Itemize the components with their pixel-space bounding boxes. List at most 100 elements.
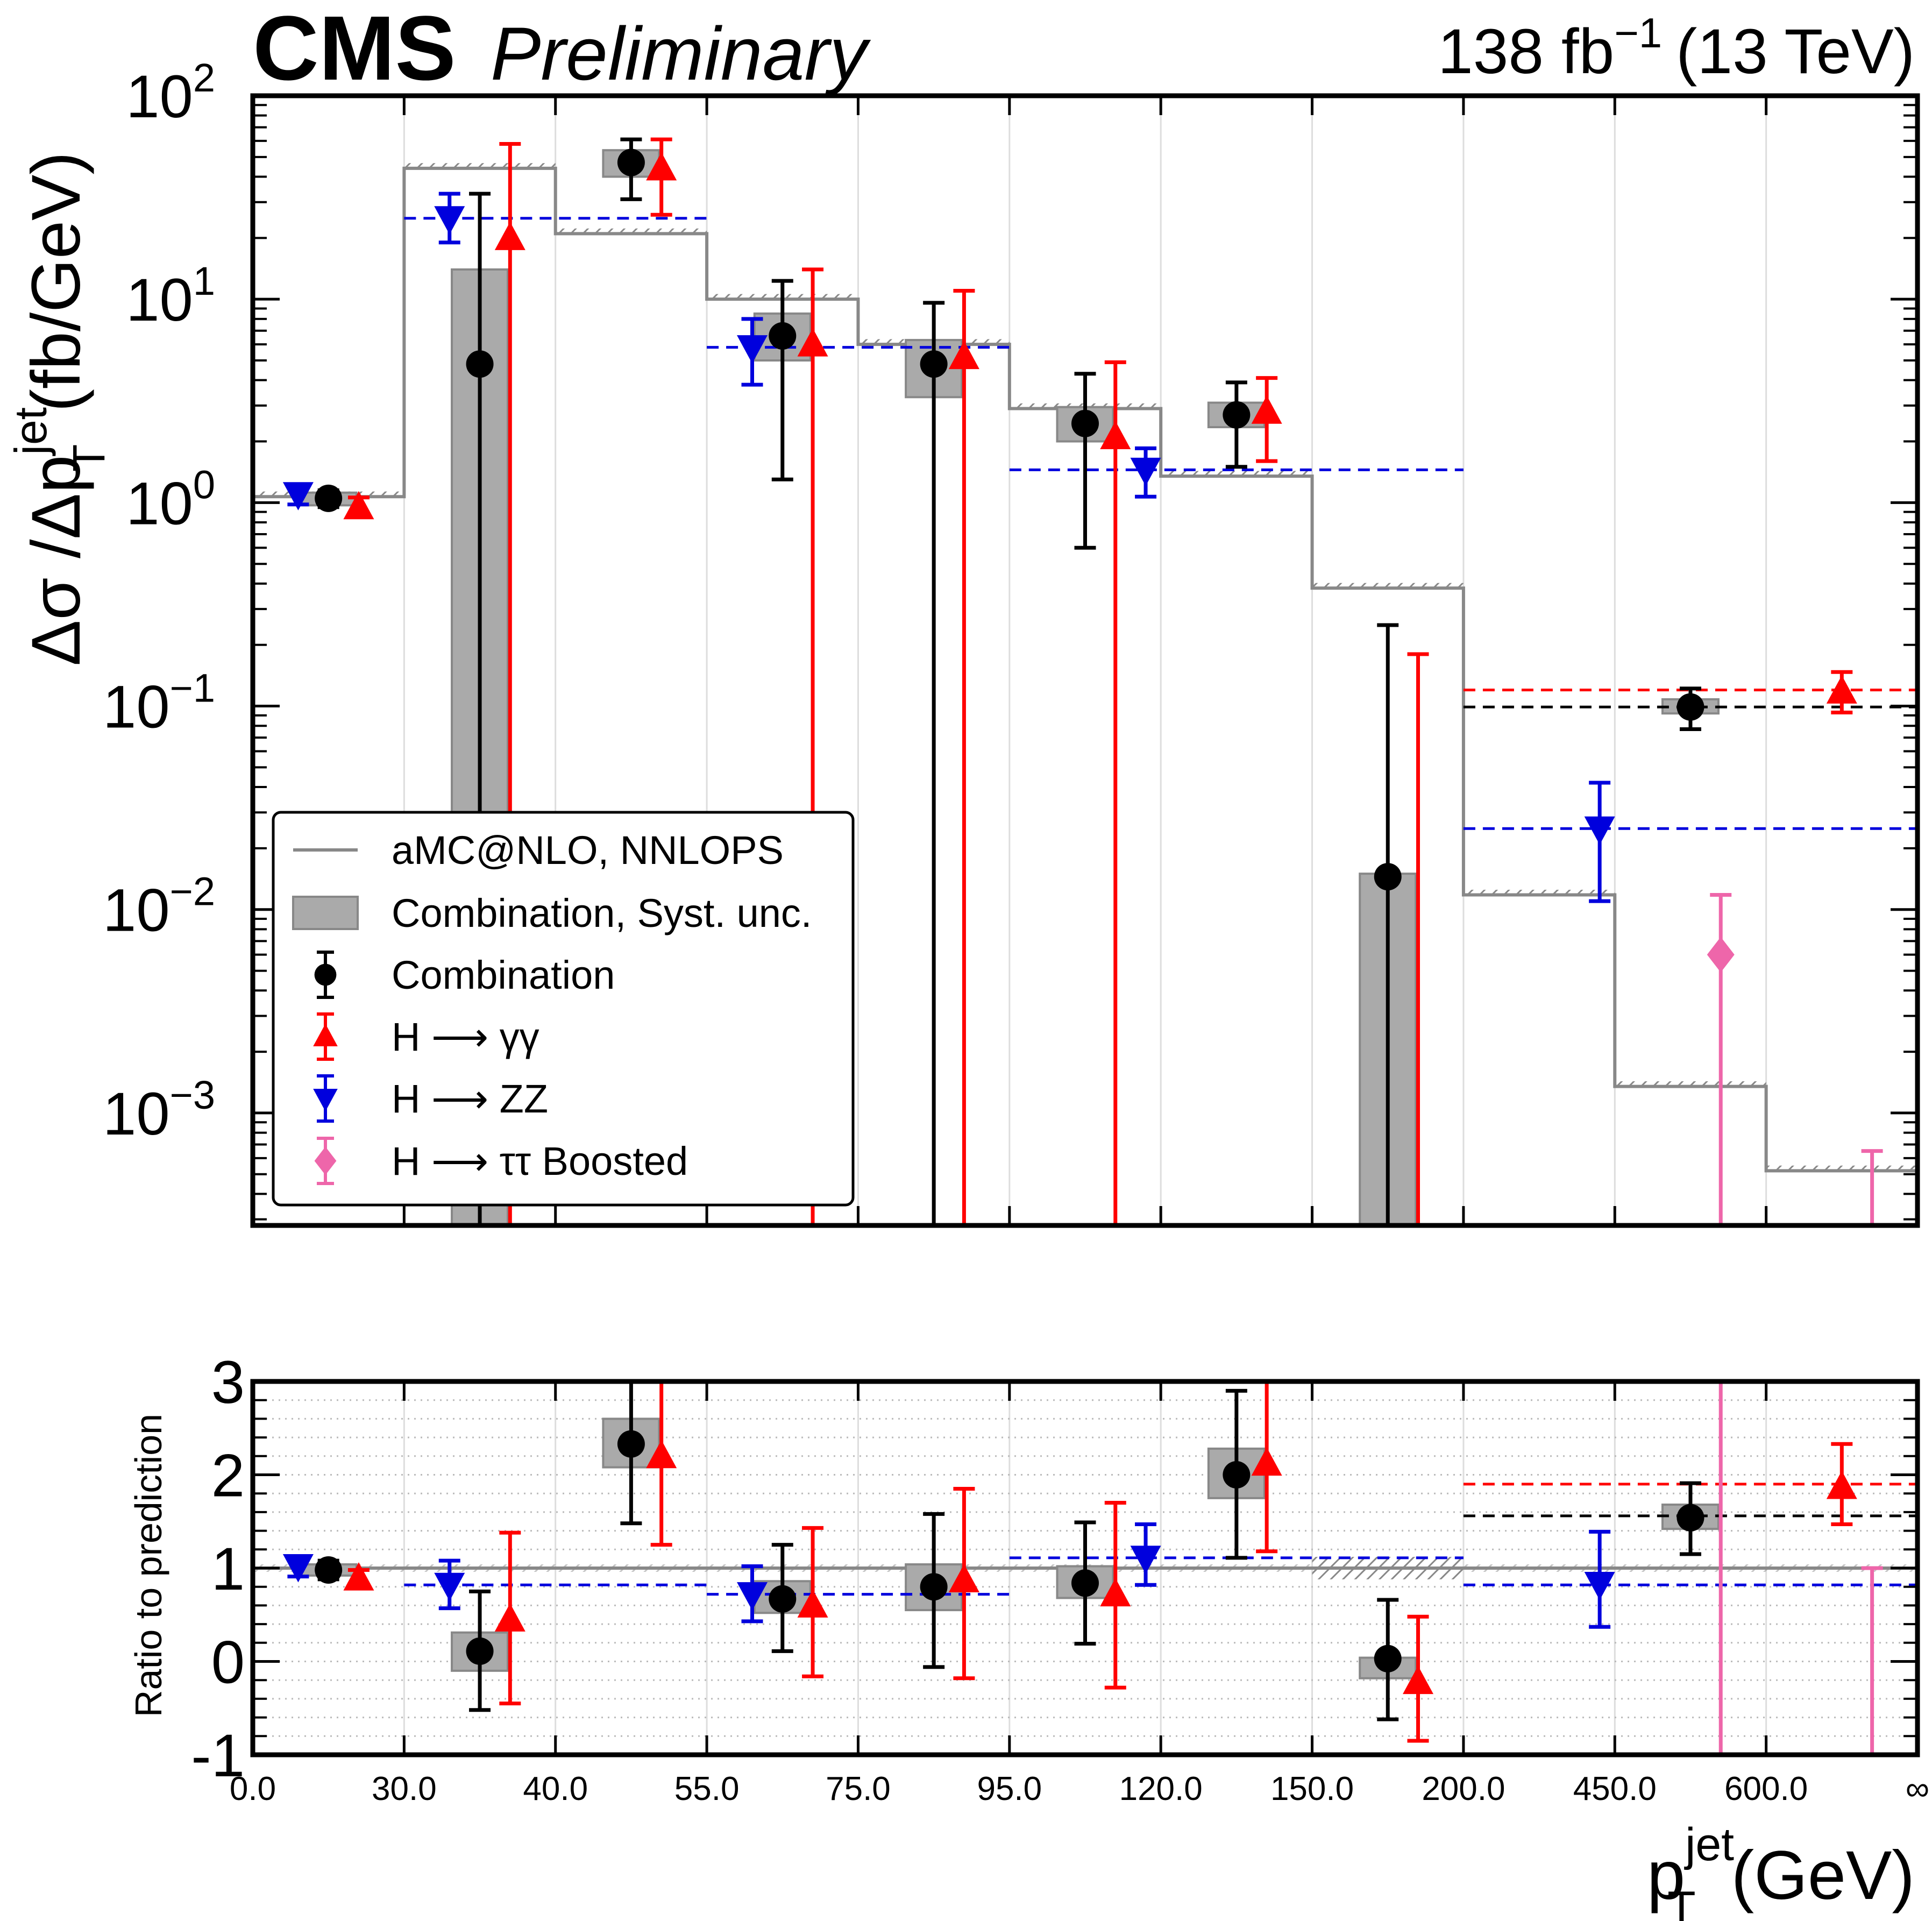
main-ylabel: Δσ /ΔpjetT (fb/GeV) (5, 152, 114, 666)
main-y-tick-label: 100 (126, 462, 215, 537)
marker-triangle-up (313, 1024, 338, 1046)
prediction-uncertainty-band (555, 228, 707, 234)
legend-entry-label: H ⟶ γγ (392, 1015, 539, 1059)
main-y-tick-exponent: 1 (193, 259, 215, 303)
cms-label: CMS (253, 0, 456, 100)
marker-triangle-up (494, 1603, 525, 1632)
marker-triangle-up (646, 1440, 677, 1469)
main-y-tick-label: 10−1 (103, 666, 215, 741)
marker-circle (769, 1585, 797, 1613)
main-y-tick-mantissa: 10 (103, 674, 170, 741)
main-y-tick-mantissa: 10 (126, 63, 193, 130)
xlabel-unit: (GeV) (1731, 1837, 1915, 1914)
prediction-uncertainty-band (1766, 1165, 1917, 1171)
marker-circle (769, 322, 797, 350)
marker-circle (617, 148, 645, 176)
legend-entry-label: Combination, Syst. unc. (392, 891, 812, 935)
marker-triangle-up (1100, 1578, 1131, 1607)
x-tick-label: 150.0 (1270, 1770, 1354, 1807)
marker-circle (1677, 693, 1704, 721)
marker-circle (466, 1637, 494, 1665)
legend-entry-label: aMC@NLO, NNLOPS (392, 828, 784, 873)
main-y-tick-exponent: −3 (170, 1073, 215, 1117)
marker-circle (1223, 1461, 1251, 1488)
x-tick-label: 0.0 (230, 1770, 276, 1807)
marker-triangle-down (1584, 1571, 1615, 1600)
main-y-tick-mantissa: 10 (126, 470, 193, 537)
ratio-y-tick-label: 2 (211, 1442, 245, 1509)
main-y-tick-exponent: 2 (193, 55, 215, 100)
x-tick-label: 55.0 (674, 1770, 740, 1807)
preliminary-label: Preliminary (491, 11, 871, 96)
marker-triangle-up (1826, 1471, 1857, 1499)
ratio-ylabel: Ratio to prediction (127, 1414, 169, 1717)
ratio-y-tick-label: -1 (191, 1722, 245, 1789)
ratio-y-tick-label: 0 (211, 1629, 245, 1696)
marker-circle (315, 1556, 343, 1584)
marker-triangle-up (797, 328, 828, 357)
marker-triangle-up (1100, 421, 1131, 450)
lumi-value: 138 fb (1438, 16, 1614, 87)
marker-circle (466, 350, 494, 378)
main-y-tick-label: 10−3 (103, 1073, 215, 1147)
marker-triangle-down (737, 335, 768, 364)
marker-triangle-down (737, 1582, 768, 1611)
marker-circle (1223, 401, 1251, 429)
marker-triangle-down (1130, 457, 1161, 486)
legend-entry-label: Combination (392, 953, 615, 997)
main-y-tick-label: 102 (126, 55, 215, 130)
x-tick-label: 95.0 (977, 1770, 1042, 1807)
marker-circle (1374, 863, 1402, 891)
marker-triangle-up (494, 222, 525, 250)
main-y-tick-exponent: −2 (170, 869, 215, 914)
marker-triangle-down (313, 1089, 338, 1111)
legend-entry-label: H ⟶ ZZ (392, 1076, 548, 1121)
ratio-y-tick-label: 1 (211, 1535, 245, 1603)
main-ylabel-symbol: Δσ /Δp (18, 455, 95, 666)
marker-triangle-up (948, 341, 979, 370)
marker-triangle-up (343, 1562, 374, 1591)
main-y-tick-mantissa: 10 (103, 877, 170, 944)
marker-triangle-up (1251, 1447, 1282, 1476)
marker-triangle-up (948, 1564, 979, 1593)
marker-circle (315, 484, 343, 512)
marker-triangle-up (797, 1589, 828, 1618)
xlabel-sup: jet (1684, 1819, 1734, 1870)
marker-triangle-down (282, 482, 314, 511)
marker-circle (1374, 1644, 1402, 1672)
x-tick-label: 30.0 (372, 1770, 437, 1807)
marker-triangle-down (434, 1572, 465, 1601)
main-y-tick-label: 101 (126, 259, 215, 334)
prediction-uncertainty-band (404, 163, 556, 168)
prediction-uncertainty-band (1312, 583, 1464, 589)
main-ylabel-sub: T (63, 444, 114, 472)
xlabel-symbol: p (1647, 1837, 1685, 1914)
prediction-uncertainty-band (1463, 889, 1615, 895)
marker-triangle-up (646, 152, 677, 181)
x-tick-label: 600.0 (1724, 1770, 1808, 1807)
marker-circle (1677, 1504, 1704, 1532)
marker-triangle-down (282, 1554, 314, 1583)
marker-circle (1071, 409, 1099, 437)
marker-circle (920, 1573, 948, 1601)
x-tick-label: 40.0 (523, 1770, 588, 1807)
x-tick-label: 120.0 (1119, 1770, 1203, 1807)
marker-triangle-up (1403, 1665, 1433, 1695)
marker-diamond (1707, 937, 1735, 973)
main-y-tick-exponent: 0 (193, 462, 215, 507)
prediction-uncertainty-band (1615, 1081, 1766, 1087)
main-y-tick-label: 10−2 (103, 869, 215, 944)
legend-box (272, 811, 855, 1207)
main-y-tick-mantissa: 10 (126, 266, 193, 334)
main-y-tick-mantissa: 10 (103, 1080, 170, 1147)
marker-circle (314, 963, 337, 986)
marker-circle (1071, 1569, 1099, 1597)
x-tick-label: ∞ (1906, 1770, 1929, 1807)
marker-triangle-up (1826, 675, 1857, 704)
marker-triangle-down (434, 206, 465, 235)
x-tick-label: 450.0 (1573, 1770, 1657, 1807)
ratio-plot-area (253, 1381, 1917, 1755)
marker-triangle-down (1130, 1546, 1161, 1574)
legend-syst-swatch (292, 896, 359, 930)
